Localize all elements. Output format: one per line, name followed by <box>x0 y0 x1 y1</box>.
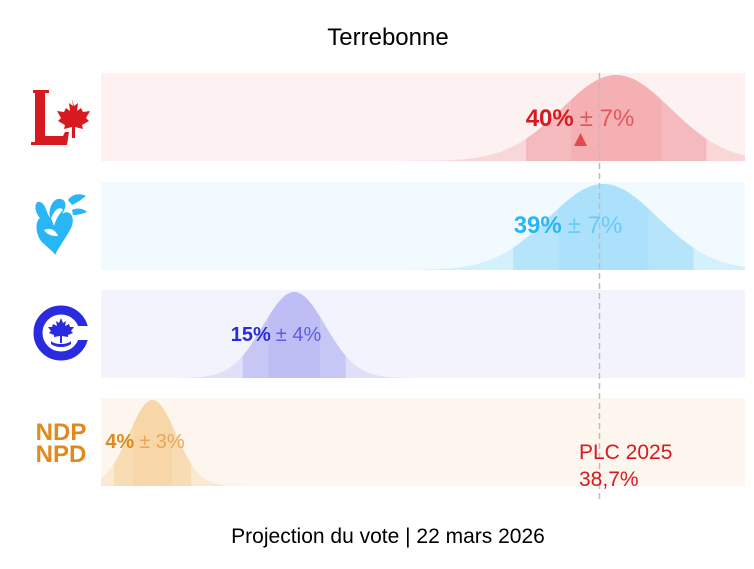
row-background-pcc <box>101 290 745 378</box>
trend-up-icon <box>574 133 587 146</box>
margin-label-npd: ± 3% <box>139 431 185 453</box>
distribution-pcc <box>153 292 436 378</box>
value-label-npd: 4% ± 3% <box>105 431 185 453</box>
core-band-bq <box>558 184 649 270</box>
reference-label-line1: PLC 2025 <box>579 441 672 464</box>
margin-band-npd <box>113 400 192 486</box>
margin-label-plc: ± 7% <box>580 105 635 132</box>
ndp-logo-line2: NPD <box>36 441 87 468</box>
conservative-logo <box>33 305 92 361</box>
value-label-pcc: 15% ± 4% <box>231 324 322 346</box>
value-label-plc: 40% ± 7% <box>526 105 635 132</box>
row-background-npd <box>101 398 745 486</box>
value-label-bq: 39% ± 7% <box>514 212 623 239</box>
margin-label-bq: ± 7% <box>568 212 623 239</box>
core-band-plc <box>571 75 662 161</box>
core-band-npd <box>133 400 172 486</box>
reference-label-line2: 38,7% <box>579 468 639 491</box>
margin-label-pcc: ± 4% <box>276 324 322 346</box>
mean-label-plc: 40% <box>526 105 574 132</box>
bloc-logo <box>35 194 87 255</box>
core-band-pcc <box>268 292 320 378</box>
distribution-bq <box>356 184 745 270</box>
ndp-logo: NDP NPD <box>36 419 87 468</box>
mean-label-pcc: 15% <box>231 324 271 346</box>
liberal-logo <box>31 90 90 145</box>
chart-subtitle: Projection du vote | 22 mars 2026 <box>231 525 545 548</box>
chart-title: Terrebonne <box>327 24 448 51</box>
distribution-plc <box>369 75 745 161</box>
mean-label-npd: 4% <box>105 431 134 453</box>
distribution-npd <box>101 400 259 486</box>
margin-band-bq <box>513 184 694 270</box>
ndp-logo-line1: NDP <box>36 419 87 446</box>
margin-band-plc <box>526 75 707 161</box>
mean-label-bq: 39% <box>514 212 562 239</box>
margin-band-pcc <box>242 292 346 378</box>
